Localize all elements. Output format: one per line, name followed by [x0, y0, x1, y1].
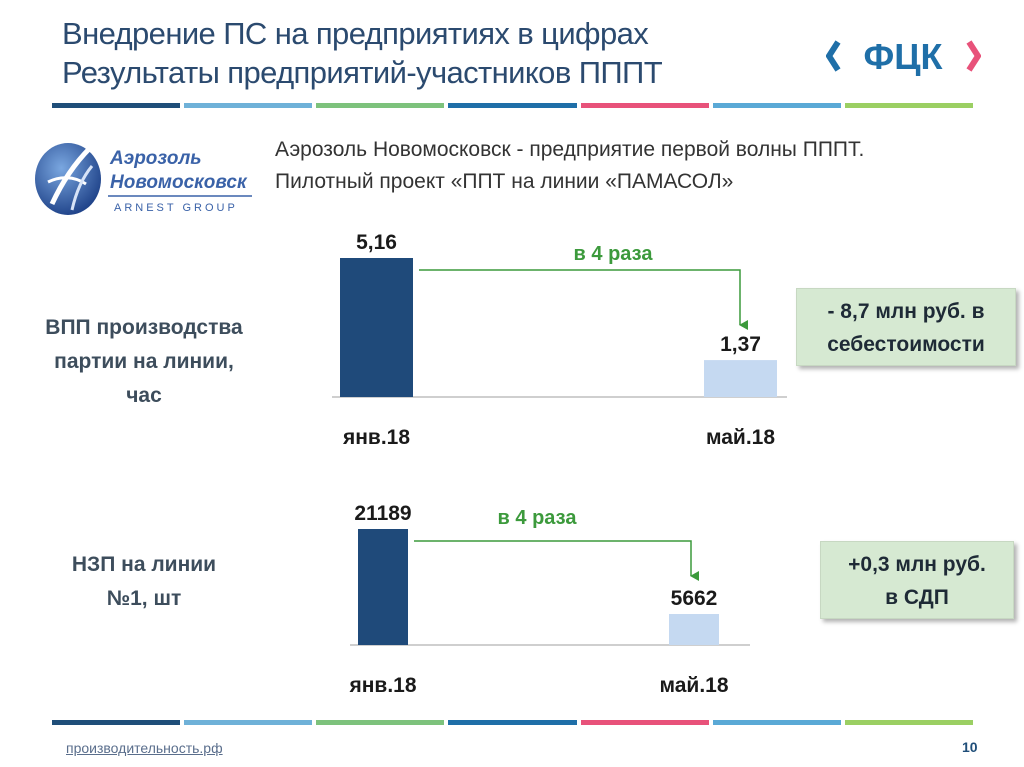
- logo-line2: Новомосковск: [110, 172, 248, 193]
- bar-value-label: 1,37: [720, 333, 761, 356]
- stripe-segment: [844, 103, 973, 108]
- bar-value-label: 5662: [671, 587, 718, 610]
- metric2-label-line1: НЗП на линии: [71, 553, 217, 576]
- page-title: Внедрение ПС на предприятиях в цифрах: [62, 16, 649, 51]
- category-label: янв.18: [348, 674, 416, 697]
- footer-link[interactable]: производительность.рф: [66, 740, 223, 756]
- metric2-label-line2: №1, шт: [106, 587, 182, 610]
- subtitle-line1: Аэрозоль Новомосковск - предприятие перв…: [275, 138, 865, 161]
- sdp-line2: в СДП: [885, 586, 949, 609]
- reduction-arrow: [419, 269, 748, 330]
- stripe-segment: [184, 103, 313, 108]
- stripe-segment: [580, 103, 709, 108]
- page-subtitle-heading: Результаты предприятий-участников ПППТ: [62, 55, 663, 90]
- aerozol-logo: Аэрозоль Новомосковск ARNEST GROUP: [35, 143, 252, 215]
- cost-savings-line1: - 8,7 млн руб. в: [827, 300, 985, 323]
- metric1-label-line3: час: [126, 384, 162, 407]
- category-label: май.18: [659, 674, 728, 697]
- category-label: янв.18: [342, 426, 410, 449]
- ratio-label: в 4 раза: [574, 243, 654, 265]
- cost-savings-line2: себестоимости: [827, 333, 985, 356]
- stripe-segment: [316, 103, 445, 108]
- metric2-label: НЗП на линии №1, шт: [14, 548, 274, 616]
- sdp-line1: +0,3 млн руб.: [848, 553, 986, 576]
- ratio-label: в 4 раза: [498, 507, 578, 529]
- bar-май.18: [704, 360, 777, 397]
- fck-logo-text: ФЦК: [864, 36, 944, 76]
- stripe-segment: [448, 103, 577, 108]
- stripe-segment: [184, 720, 313, 725]
- logo-line3: ARNEST GROUP: [114, 202, 238, 214]
- stripe-segment: [580, 720, 709, 725]
- cost-savings-box: - 8,7 млн руб. в себестоимости: [796, 288, 1016, 366]
- stripe-segment: [844, 720, 973, 725]
- fck-logo: ФЦК: [826, 36, 981, 76]
- stripe-segment: [712, 103, 841, 108]
- logo-line1: Аэрозоль: [109, 148, 202, 169]
- stripe-segment: [316, 720, 445, 725]
- category-label: май.18: [706, 426, 775, 449]
- metric1-label-line1: ВПП производства: [45, 316, 243, 339]
- sdp-box: +0,3 млн руб. в СДП: [820, 541, 1014, 619]
- metric1-label: ВПП производства партии на линии, час: [14, 311, 274, 413]
- bar-май.18: [669, 614, 719, 645]
- page-number: 10: [962, 739, 978, 755]
- stripe-segment: [448, 720, 577, 725]
- metric1-label-line2: партии на линии,: [54, 350, 234, 373]
- bar-value-label: 21189: [354, 502, 411, 525]
- bar-янв.18: [340, 258, 413, 397]
- stripe-segment: [52, 103, 181, 108]
- subtitle-line2: Пилотный проект «ППТ на линии «ПАМАСОЛ»: [275, 170, 734, 193]
- stripe-segment: [52, 720, 181, 725]
- bar-янв.18: [358, 529, 408, 645]
- stripe-segment: [712, 720, 841, 725]
- reduction-arrow: [414, 540, 699, 581]
- bar-value-label: 5,16: [356, 231, 397, 254]
